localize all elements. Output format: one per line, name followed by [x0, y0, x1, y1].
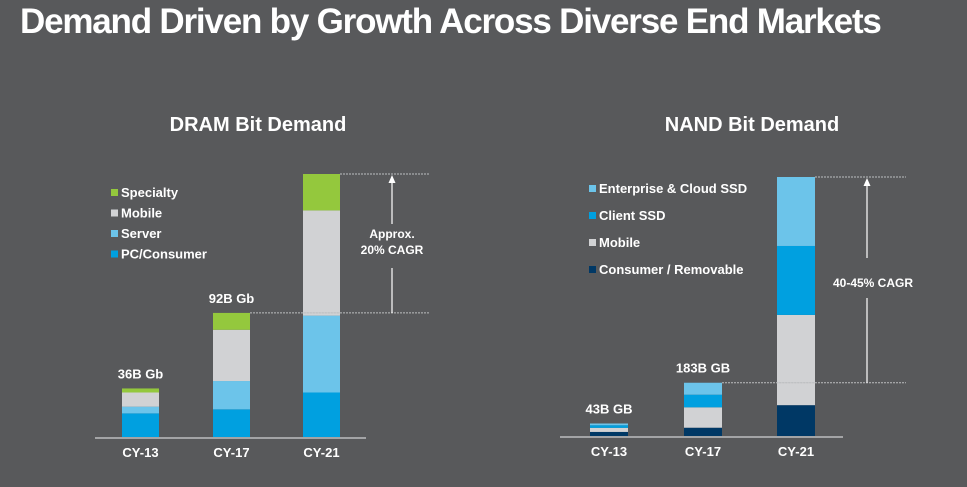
nand-total-label: 183B GB	[676, 361, 730, 376]
cagr-label: 40-45% CAGR	[833, 276, 913, 290]
dram-bar-cy-21-specialty	[303, 174, 340, 211]
nand-bars	[590, 177, 815, 436]
dram-total-label: 36B Gb	[118, 366, 164, 381]
dram-bar-cy-21-server	[303, 315, 340, 393]
nand-x-ticks: CY-13 CY-17 CY-21	[591, 444, 814, 459]
legend-label: Mobile	[599, 235, 640, 250]
nand-cagr-annotation: 40-45% CAGR	[722, 176, 913, 384]
legend-swatch	[589, 185, 596, 192]
nand-bar-cy-21-mobile	[777, 314, 815, 406]
legend-label: Enterprise & Cloud SSD	[599, 181, 747, 196]
dram-bar-cy-13-mobile	[122, 392, 159, 407]
legend-label: Client SSD	[599, 208, 665, 223]
dram-chart: DRAM Bit Demand Specialty Mobile Server PC/…	[95, 114, 430, 460]
nand-total-label: 43B GB	[586, 401, 633, 416]
nand-bar-cy-17-client-ssd	[684, 394, 722, 408]
dram-cagr-annotation: Approx. 20% CAGR	[250, 173, 430, 314]
arrow-up-icon	[388, 175, 396, 183]
nand-tick-label: CY-13	[591, 444, 627, 459]
dram-bar-cy-21-pc-consumer	[303, 392, 340, 437]
dram-bar-cy-13-specialty	[122, 388, 159, 393]
legend-swatch	[111, 250, 118, 258]
dram-bar-cy-21-mobile	[303, 210, 340, 316]
dram-tick-label: CY-13	[122, 445, 158, 460]
legend-label: Consumer / Removable	[599, 262, 744, 277]
legend-swatch	[589, 266, 596, 273]
legend-label: Mobile	[121, 206, 162, 221]
legend-swatch	[111, 209, 118, 217]
legend-swatch	[111, 189, 118, 196]
legend-swatch	[589, 212, 596, 219]
legend-label: PC/Consumer	[121, 247, 207, 262]
nand-bar-cy-13-enterprise-cloud-ssd	[590, 423, 628, 426]
nand-bar-cy-21-client-ssd	[777, 245, 815, 315]
dram-bar-cy-17-pc-consumer	[213, 409, 250, 437]
cagr-label: Approx.	[369, 227, 414, 241]
dram-bars	[122, 174, 340, 437]
nand-chart: NAND Bit Demand Enterprise & Cloud SSD Cl…	[560, 114, 913, 459]
legend-swatch	[589, 239, 596, 246]
arrow-up-icon	[863, 178, 871, 186]
nand-bar-cy-17-mobile	[684, 407, 722, 428]
dram-chart-title: DRAM Bit Demand	[170, 114, 347, 136]
nand-bar-cy-13-mobile	[590, 427, 628, 432]
nand-bar-cy-17-enterprise-cloud-ssd	[684, 382, 722, 395]
dram-tick-label: CY-17	[213, 445, 249, 460]
dram-bar-cy-13-server	[122, 406, 159, 414]
dram-bar-cy-13-pc-consumer	[122, 413, 159, 437]
dram-bar-cy-17-server	[213, 381, 250, 410]
dram-bar-cy-17-specialty	[213, 312, 250, 330]
nand-tick-label: CY-17	[685, 444, 721, 459]
dram-x-ticks: CY-13 CY-17 CY-21	[122, 445, 339, 460]
cagr-label: 20% CAGR	[361, 243, 424, 257]
dram-tick-label: CY-21	[303, 445, 339, 460]
nand-bar-cy-17-consumer-removable	[684, 427, 722, 436]
nand-bar-cy-21-enterprise-cloud-ssd	[777, 177, 815, 246]
legend-label: Specialty	[121, 185, 179, 200]
dram-bar-cy-17-mobile	[213, 329, 250, 382]
legend-label: Server	[121, 226, 161, 241]
nand-chart-title: NAND Bit Demand	[665, 114, 839, 136]
dram-total-labels: 36B Gb 92B Gb	[118, 291, 255, 382]
dram-total-label: 92B Gb	[209, 291, 255, 306]
nand-total-labels: 43B GB 183B GB	[586, 361, 731, 417]
dram-legend: Specialty Mobile Server PC/Consumer	[111, 185, 207, 262]
nand-bar-cy-21-consumer-removable	[777, 405, 815, 436]
nand-legend: Enterprise & Cloud SSD Client SSD Mobile Co…	[589, 181, 747, 277]
nand-bar-cy-13-consumer-removable	[590, 431, 628, 436]
page-title: Demand Driven by Growth Across Diverse E…	[20, 2, 882, 41]
nand-bar-cy-13-client-ssd	[590, 425, 628, 428]
nand-tick-label: CY-21	[778, 444, 814, 459]
legend-swatch	[111, 230, 118, 237]
